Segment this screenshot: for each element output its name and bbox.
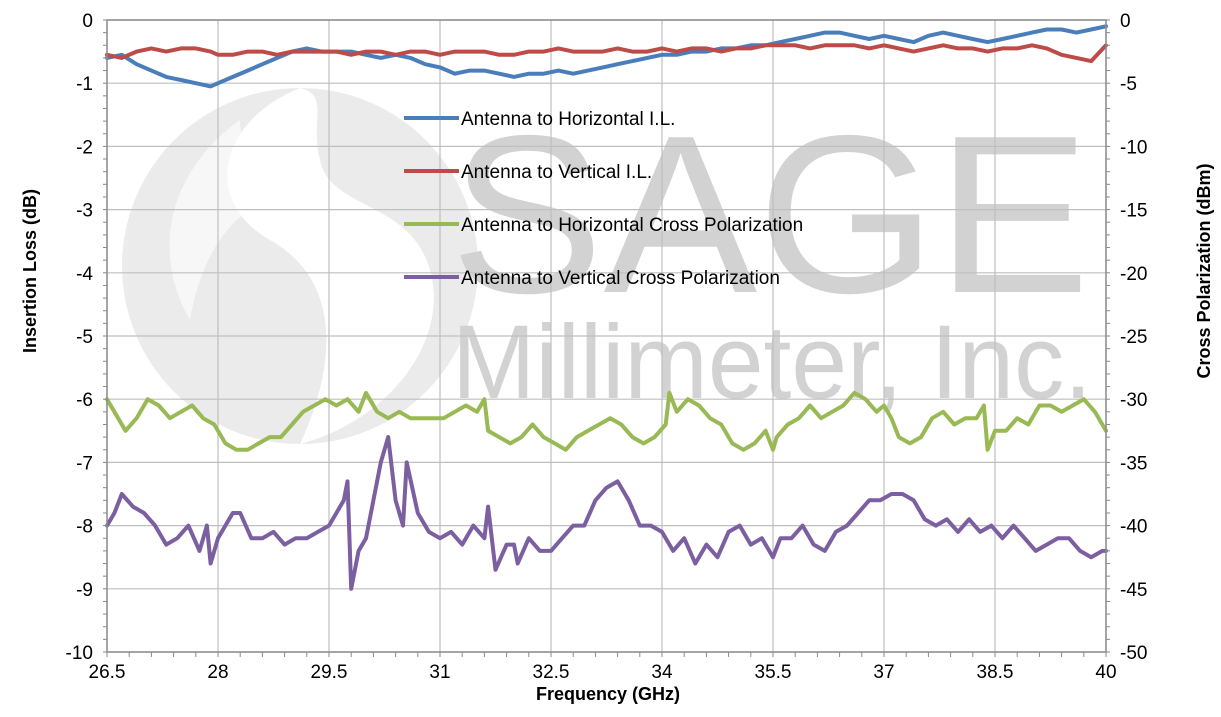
legend-label: Antenna to Vertical I.L. [461, 162, 652, 183]
plot-area-frame [106, 19, 1107, 653]
y-tick-label: -2 [76, 137, 93, 158]
legend-label: Antenna to Horizontal Cross Polarization [461, 215, 803, 236]
x-tick-label: 31 [429, 662, 450, 683]
series-line-antenna-to-horizontal-i-l [105, 24, 1108, 89]
y2-tick-label: -40 [1120, 517, 1147, 538]
y2-axis-title: Cross Polarization (dBm) [1194, 163, 1214, 378]
series-line-antenna-to-horizontal-cross-polarization [105, 390, 1108, 452]
y2-tick-label: -30 [1120, 390, 1147, 411]
y-axis-title: Insertion Loss (dB) [20, 189, 40, 353]
x-axis-title: Frequency (GHz) [536, 684, 680, 704]
x-tick-label: 37 [873, 662, 894, 683]
y-tick-label: -4 [76, 264, 93, 285]
y2-tick-label: -20 [1120, 264, 1147, 285]
y-tick-label: -10 [66, 643, 93, 664]
x-tick-label: 29.5 [311, 662, 348, 683]
legend-label: Antenna to Horizontal I.L. [461, 109, 675, 130]
y2-tick-label: -15 [1120, 201, 1147, 222]
y-tick-label: -6 [76, 390, 93, 411]
x-tick-label: 35.5 [755, 662, 792, 683]
watermark-brand: SAGE [450, 88, 1090, 340]
y2-tick-label: -50 [1120, 643, 1147, 664]
axes [103, 19, 1110, 657]
series-layer [105, 24, 1108, 591]
y-tick-label: -9 [76, 580, 93, 601]
y-tick-label: -7 [76, 453, 93, 474]
x-tick-label: 26.5 [89, 662, 126, 683]
x-tick-label: 32.5 [533, 662, 570, 683]
x-tick-label: 40 [1095, 662, 1116, 683]
legend-label: Antenna to Vertical Cross Polarization [461, 268, 780, 289]
y2-tick-label: -5 [1120, 74, 1137, 95]
x-tick-label: 34 [651, 662, 673, 683]
y2-tick-label: -25 [1120, 327, 1147, 348]
y2-tick-label: -35 [1120, 453, 1147, 474]
y-tick-label: 0 [82, 11, 93, 32]
series-line-antenna-to-vertical-cross-polarization [105, 435, 1108, 591]
legend: Antenna to Horizontal I.L. Antenna to Ver… [404, 109, 803, 289]
x-tick-label: 28 [207, 662, 228, 683]
y-tick-label: -8 [76, 517, 93, 538]
tick-labels: 0 -1 -2 -3 -4 -5 -6 -7 -8 -9 -10 0 -5 -10 -15 -20 -25 -30… [66, 11, 1148, 683]
series-line-antenna-to-vertical-i-l [105, 43, 1108, 64]
y-tick-label: -5 [76, 327, 93, 348]
logo-swirl-icon [122, 88, 478, 444]
y-tick-label: -1 [76, 74, 93, 95]
y-tick-label: -3 [76, 201, 93, 222]
watermark: SAGE Millimeter, Inc. [122, 88, 1092, 444]
x-tick-label: 38.5 [977, 662, 1014, 683]
watermark-subtitle: Millimeter, Inc. [452, 304, 1092, 421]
y2-tick-label: -10 [1120, 137, 1147, 158]
y2-tick-label: 0 [1120, 11, 1131, 32]
y2-tick-label: -45 [1120, 580, 1147, 601]
